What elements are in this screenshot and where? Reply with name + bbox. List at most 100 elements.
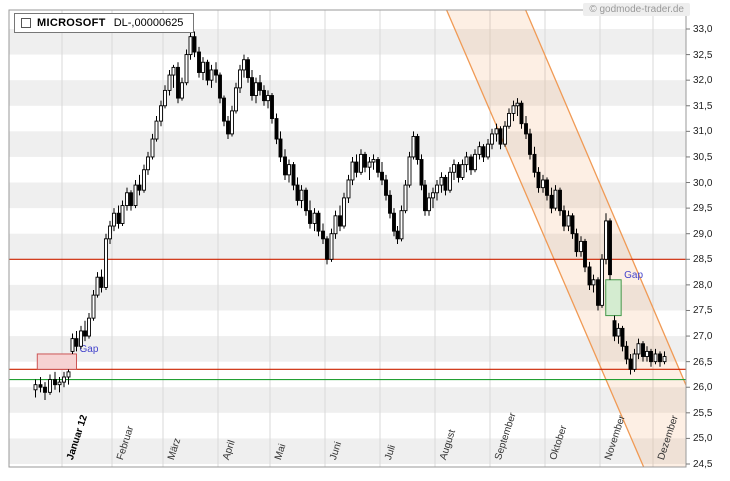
candle-body bbox=[473, 153, 477, 171]
candle-body bbox=[636, 343, 641, 355]
y-axis-tick-label: 25,5 bbox=[693, 407, 713, 419]
gap-label: Gap bbox=[624, 270, 643, 281]
trend-channel-line bbox=[524, 10, 686, 387]
candle-body bbox=[146, 156, 150, 171]
candle-body bbox=[536, 171, 541, 189]
y-axis-tick-label: 24,5 bbox=[693, 459, 713, 470]
candle-body bbox=[452, 164, 456, 173]
candle-body bbox=[70, 338, 75, 352]
candle-body bbox=[246, 59, 250, 79]
candle-body bbox=[108, 225, 112, 240]
candle-body bbox=[645, 350, 649, 357]
candle-body bbox=[226, 120, 230, 135]
candle-body bbox=[608, 220, 612, 276]
candle-body bbox=[350, 161, 355, 181]
y-axis-tick-label: 29,0 bbox=[693, 228, 713, 240]
candle-body bbox=[218, 74, 222, 99]
candle-body bbox=[291, 164, 296, 186]
candle-body bbox=[171, 66, 176, 76]
y-axis-tick-label: 27,5 bbox=[693, 305, 713, 317]
candle-body bbox=[528, 133, 532, 155]
price-stripe bbox=[9, 131, 686, 157]
candle-body bbox=[270, 95, 274, 120]
candle-body bbox=[346, 179, 351, 199]
candle-body bbox=[176, 66, 180, 99]
candle-body bbox=[129, 192, 133, 207]
candle-body bbox=[490, 133, 494, 145]
candle-body bbox=[33, 384, 38, 391]
candle-body bbox=[57, 381, 62, 386]
candle-body bbox=[494, 128, 499, 135]
candle-body bbox=[515, 102, 520, 107]
instrument-share-class: DL-,00000625 bbox=[113, 17, 184, 29]
y-axis-tick-label: 26,0 bbox=[693, 382, 713, 394]
price-stripe bbox=[9, 438, 686, 464]
candle-body bbox=[549, 194, 554, 209]
candle-body bbox=[553, 189, 558, 209]
candle-body bbox=[283, 156, 287, 176]
candle-body bbox=[48, 379, 52, 393]
candle-body bbox=[612, 320, 617, 337]
candle-body bbox=[116, 212, 121, 224]
candle-body bbox=[95, 276, 100, 296]
candle-body bbox=[159, 105, 163, 122]
trend-channel-line bbox=[445, 10, 645, 467]
candle-body bbox=[507, 112, 511, 127]
candle-body bbox=[435, 184, 439, 194]
candle-body bbox=[532, 153, 537, 173]
candle-body bbox=[558, 189, 562, 212]
candle-body bbox=[653, 353, 658, 363]
candle-body bbox=[222, 97, 226, 122]
price-stripe bbox=[9, 80, 686, 106]
candle-body bbox=[167, 74, 172, 91]
candle-body bbox=[342, 197, 346, 227]
candle-body bbox=[460, 164, 465, 178]
candle-body bbox=[278, 138, 283, 158]
candle-body bbox=[338, 215, 342, 227]
candle-body bbox=[395, 230, 400, 240]
gap-label: Gap bbox=[80, 344, 99, 355]
candle-body bbox=[596, 279, 600, 306]
candle-body bbox=[415, 136, 420, 160]
candle-body bbox=[662, 356, 667, 363]
candle-body bbox=[266, 95, 270, 102]
candle-body bbox=[274, 118, 279, 140]
candle-body bbox=[74, 338, 79, 347]
candle-body bbox=[53, 379, 57, 386]
candle-body bbox=[104, 238, 108, 288]
candle-body bbox=[570, 215, 575, 235]
candle-body bbox=[411, 136, 416, 158]
candle-body bbox=[591, 279, 596, 286]
candle-body bbox=[295, 184, 300, 201]
candle-body bbox=[431, 192, 435, 199]
candle-body bbox=[477, 146, 482, 155]
plot-border bbox=[8, 9, 687, 468]
candle-body bbox=[299, 189, 304, 201]
candle-body bbox=[469, 156, 473, 171]
price-stripe bbox=[9, 284, 686, 311]
site-watermark: © godmode-trader.de bbox=[583, 3, 690, 16]
candle-body bbox=[188, 36, 193, 56]
candle-body bbox=[363, 153, 367, 168]
candle-body bbox=[448, 171, 452, 191]
y-axis-tick-label: 32,5 bbox=[693, 49, 713, 61]
price-stripe bbox=[9, 29, 686, 55]
candle-body bbox=[376, 159, 380, 173]
y-axis-tick-label: 33,0 bbox=[693, 24, 713, 35]
candle-body bbox=[262, 89, 266, 102]
candle-body bbox=[641, 343, 645, 357]
candle-body bbox=[503, 125, 507, 145]
candle-body bbox=[192, 36, 197, 53]
candle-body bbox=[371, 159, 376, 163]
candle-body bbox=[287, 164, 291, 176]
candle-body bbox=[511, 105, 516, 114]
candle-body bbox=[624, 345, 629, 360]
candle-body bbox=[250, 77, 254, 96]
y-axis-tick-label: 31,0 bbox=[693, 126, 713, 138]
candle-body bbox=[388, 194, 392, 214]
y-axis-tick-label: 31,5 bbox=[693, 100, 713, 112]
candle-body bbox=[87, 317, 91, 337]
candle-body bbox=[380, 171, 384, 181]
y-axis-tick-label: 26,5 bbox=[693, 356, 713, 368]
